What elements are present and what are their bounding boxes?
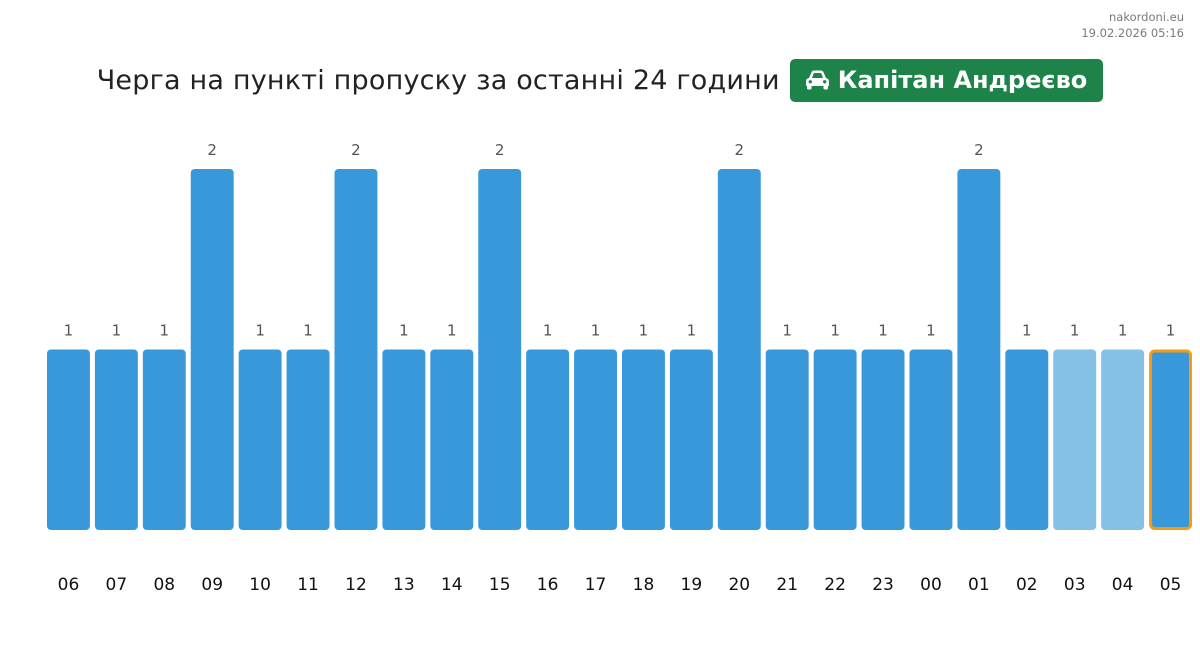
value-label-13: 1 [399,322,409,340]
value-label-12: 2 [351,141,361,159]
chart-header: Черга на пункті пропуску за останні 24 г… [0,58,1200,102]
value-label-20: 2 [735,141,745,159]
x-tick-22: 22 [824,575,846,595]
bar-14 [430,349,474,530]
value-label-06: 1 [64,322,74,340]
bar-22 [813,349,857,530]
bar-10 [238,349,282,530]
x-tick-02: 02 [1016,575,1038,595]
bar-00 [909,349,953,530]
value-label-02: 1 [1022,322,1032,340]
bar-21 [765,349,809,530]
bar-01 [957,169,1001,530]
value-label-10: 1 [255,322,265,340]
bar-20 [717,169,761,530]
bar-02 [1005,349,1049,530]
site-meta: nakordoni.eu 19.02.2026 05:16 [1081,9,1184,41]
bar-06 [47,349,90,530]
x-tick-12: 12 [345,575,367,595]
x-tick-23: 23 [872,575,894,595]
x-tick-11: 11 [297,575,319,595]
value-label-08: 1 [160,322,170,340]
value-label-03: 1 [1070,322,1080,340]
bar-18 [622,349,665,530]
bar-08 [142,349,186,530]
x-tick-19: 19 [681,575,703,595]
site-name: nakordoni.eu [1109,10,1184,24]
x-tick-04: 04 [1112,575,1134,595]
bar-19 [669,349,713,530]
x-tick-13: 13 [393,575,415,595]
value-label-18: 1 [639,322,649,340]
bar-11 [286,349,330,530]
x-tick-05: 05 [1160,575,1182,595]
x-tick-16: 16 [537,575,559,595]
value-label-09: 2 [207,141,217,159]
x-tick-18: 18 [633,575,655,595]
x-tick-01: 01 [968,575,990,595]
x-tick-14: 14 [441,575,463,595]
bar-03 [1053,349,1097,530]
bar-23 [861,349,905,530]
x-tick-07: 07 [106,575,128,595]
value-label-19: 1 [687,322,697,340]
checkpoint-name: Капітан Андреєво [837,66,1088,94]
x-tick-03: 03 [1064,575,1086,595]
x-tick-00: 00 [920,575,942,595]
value-label-07: 1 [112,322,122,340]
x-tick-20: 20 [728,575,750,595]
value-label-23: 1 [878,322,888,340]
car-icon [804,69,831,91]
x-tick-09: 09 [201,575,223,595]
bar-16 [526,349,570,530]
x-tick-08: 08 [153,575,175,595]
bar-04 [1101,349,1145,530]
value-label-14: 1 [447,322,457,340]
bar-15 [478,169,522,530]
x-tick-15: 15 [489,575,511,595]
value-label-01: 2 [974,141,984,159]
x-tick-06: 06 [58,575,80,595]
x-tick-10: 10 [249,575,271,595]
bar-17 [574,349,617,530]
timestamp: 19.02.2026 05:16 [1081,26,1184,40]
bar-13 [382,349,426,530]
bar-07 [94,349,138,530]
value-label-04: 1 [1118,322,1128,340]
value-label-11: 1 [303,322,313,340]
x-tick-21: 21 [776,575,798,595]
value-label-05: 1 [1166,322,1176,340]
value-label-00: 1 [926,322,936,340]
bar-05 [1149,349,1192,530]
value-label-17: 1 [591,322,601,340]
bar-09 [190,169,234,530]
value-label-21: 1 [782,322,792,340]
chart-title: Черга на пункті пропуску за останні 24 г… [96,64,780,96]
checkpoint-badge: Капітан Андреєво [789,58,1104,102]
value-label-22: 1 [830,322,840,340]
x-tick-17: 17 [585,575,607,595]
value-label-15: 2 [495,141,505,159]
value-label-16: 1 [543,322,553,340]
bar-12 [334,169,378,530]
